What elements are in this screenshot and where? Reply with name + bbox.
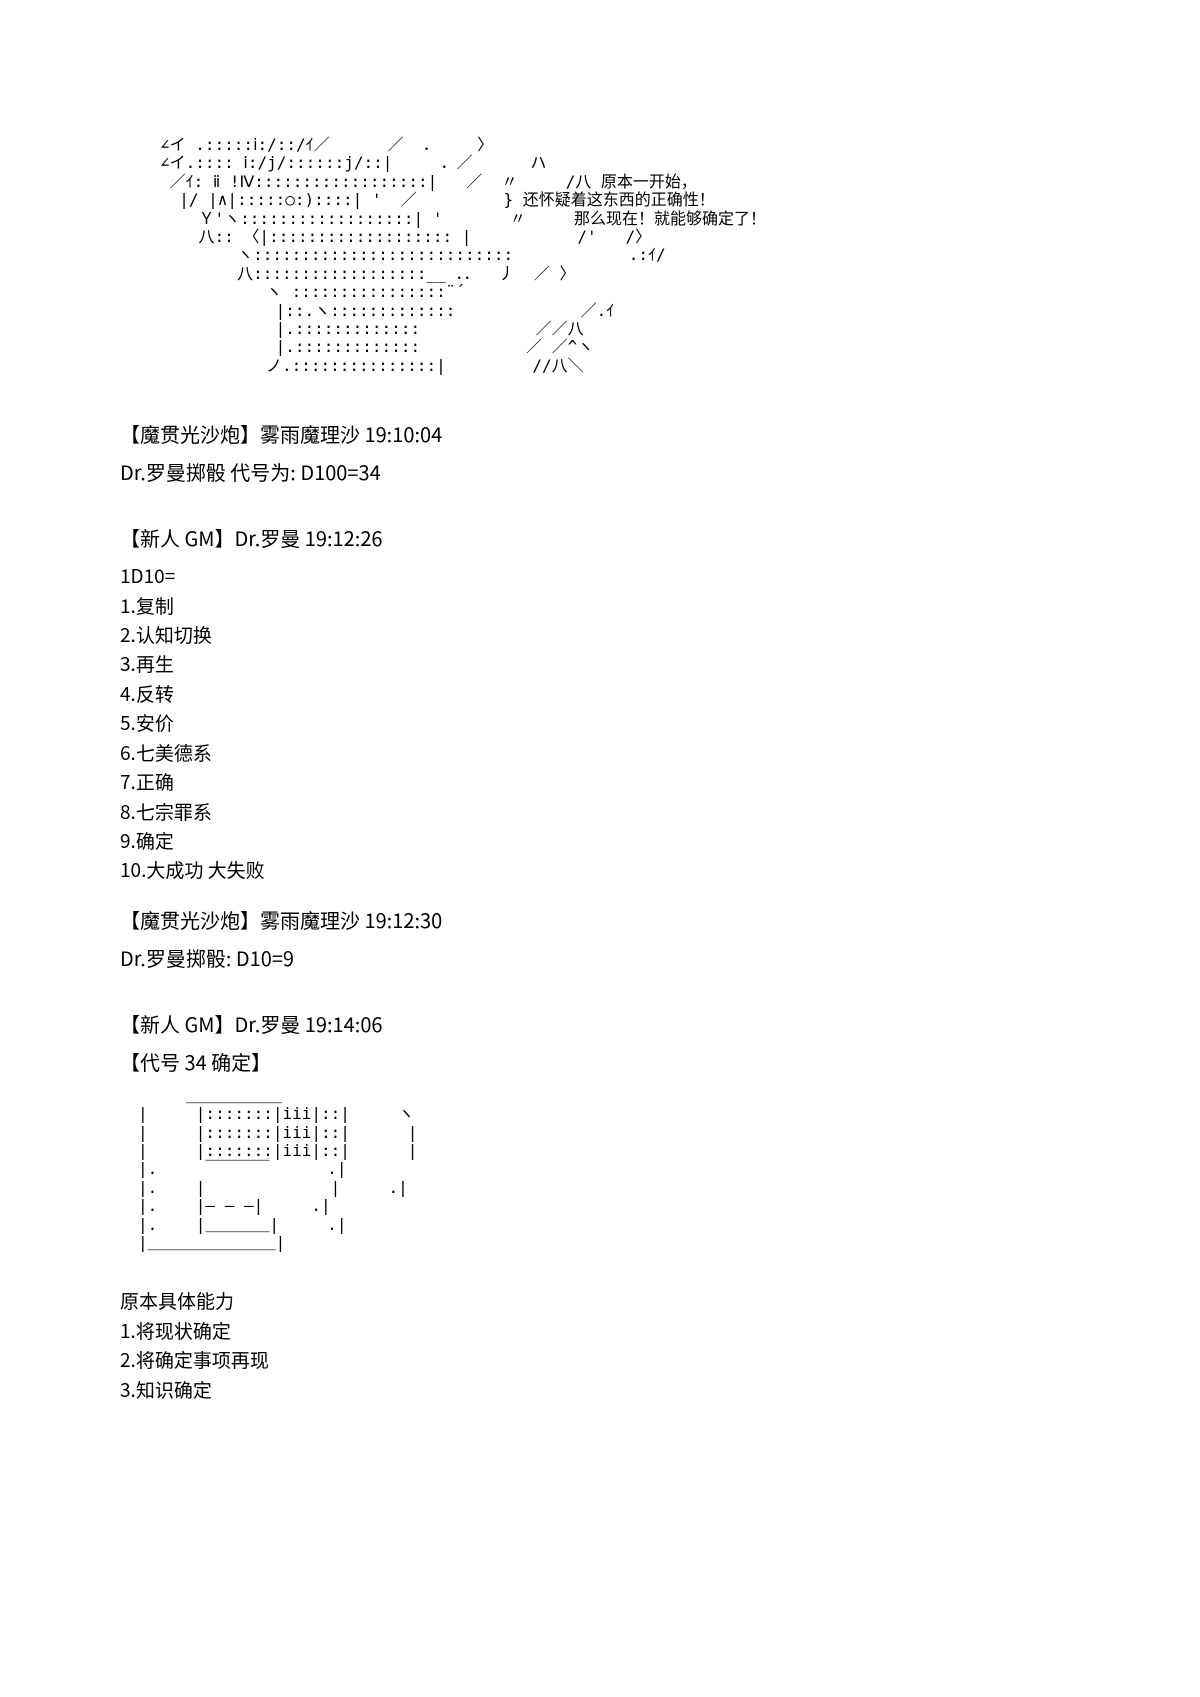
ascii-art-box: ＿＿＿＿＿＿ | |:::::::|iii|::| ヽ | |:::::::|i…	[138, 1087, 1080, 1253]
chat-body-1: Dr.罗曼掷骰 代号为: D100=34	[120, 453, 1080, 491]
chat-body-3: Dr.罗曼掷骰: D10=9	[120, 939, 1080, 977]
chat-header-4: 【新人 GM】Dr.罗曼 19:14:06	[120, 1005, 1080, 1043]
page-root: ∠イ .:::::ⅰ:/::/ｲ／ ／ ． 〉 ∠イ.:::: ⅰ:/j/:::…	[0, 0, 1200, 1697]
ascii-art-character: ∠イ .:::::ⅰ:/::/ｲ／ ／ ． 〉 ∠イ.:::: ⅰ:/j/:::…	[160, 136, 1080, 375]
chat-header-2: 【新人 GM】Dr.罗曼 19:12:26	[120, 519, 1080, 557]
chat-header-3: 【魔贯光沙炮】雾雨魔理沙 19:12:30	[120, 901, 1080, 939]
chat-sub-4: 【代号 34 确定】	[120, 1043, 1080, 1081]
ability-block: 原本具体能力 1.将现状确定 2.将确定事项再现 3.知识确定	[120, 1286, 1080, 1404]
chat-header-1: 【魔贯光沙炮】雾雨魔理沙 19:10:04	[120, 415, 1080, 453]
d10-list: 1D10= 1.复制 2.认知切换 3.再生 4.反转 5.安价 6.七美德系 …	[120, 561, 1080, 885]
